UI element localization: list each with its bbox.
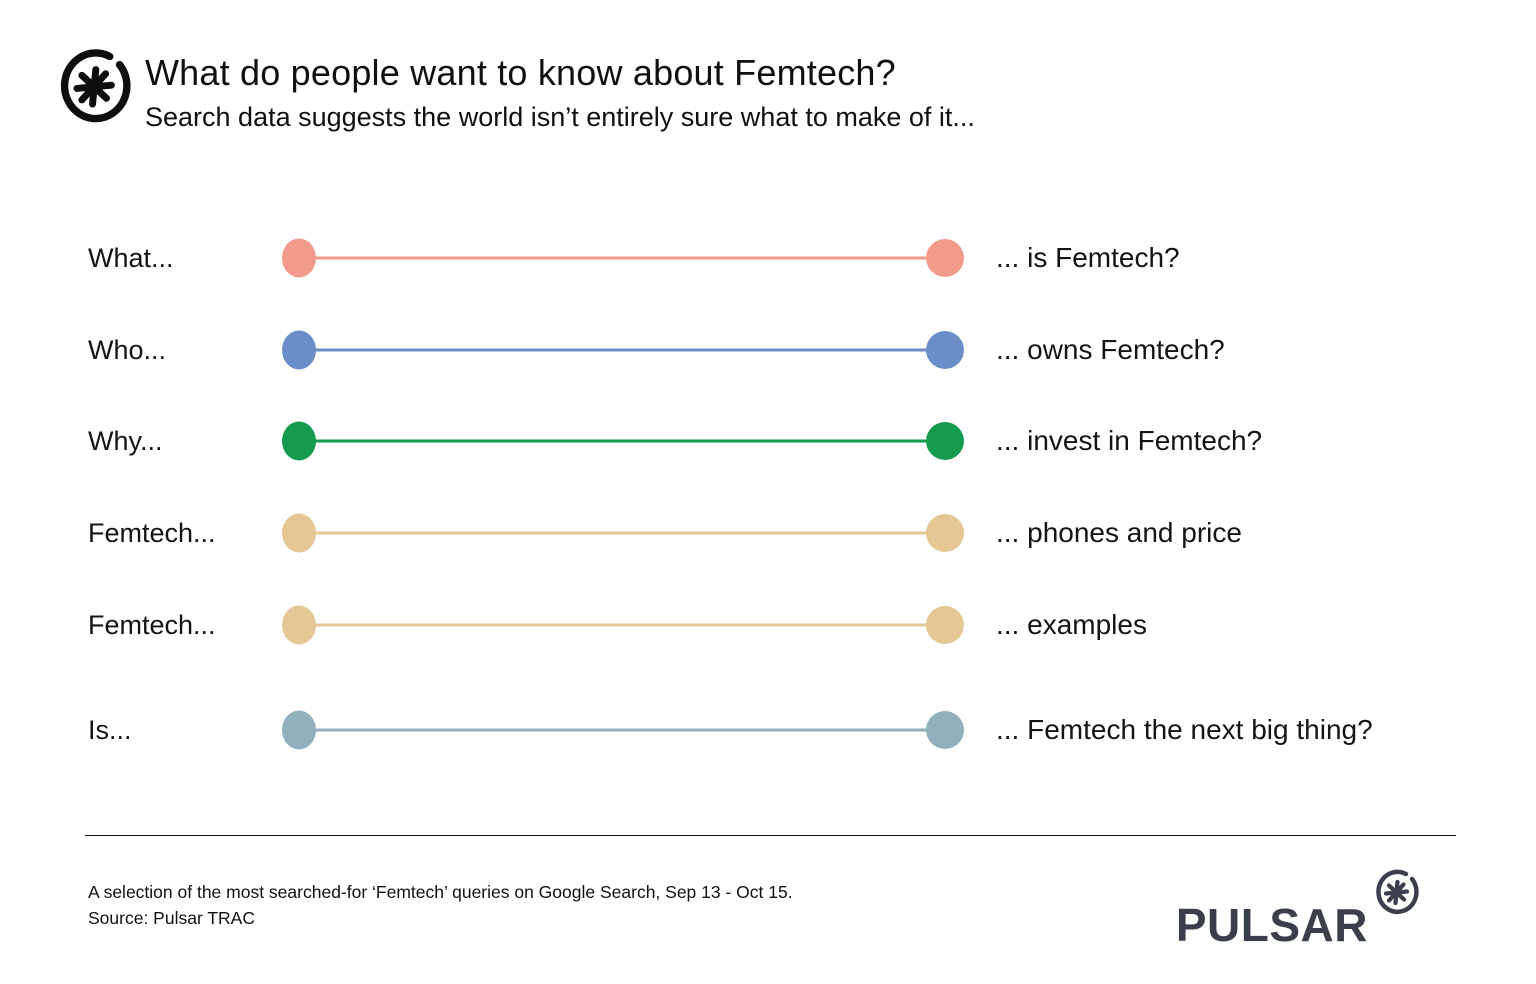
- dot-start: [282, 421, 316, 461]
- page-subtitle: Search data suggests the world isn’t ent…: [145, 102, 975, 132]
- dot-end: [926, 514, 964, 552]
- query-suffix-label: ... examples: [996, 609, 1147, 640]
- dot-end: [926, 331, 964, 369]
- pulsar-logo-asterisk-icon: [1372, 866, 1422, 918]
- connector-line: [299, 439, 946, 443]
- chart-footnote: A selection of the most searched-for ‘Fe…: [88, 879, 793, 931]
- query-prefix-label: Is...: [88, 714, 132, 745]
- pulsar-brand-logo: PULSAR: [1176, 866, 1422, 948]
- dumbbell: [282, 328, 964, 372]
- query-prefix-label: Femtech...: [88, 609, 216, 640]
- query-prefix-label: Who...: [88, 334, 167, 365]
- dot-end: [926, 606, 964, 644]
- footer-divider: [85, 835, 1456, 836]
- dot-end: [926, 422, 964, 460]
- query-prefix-label: What...: [88, 242, 174, 273]
- query-row: Femtech... ... examples: [88, 603, 1536, 647]
- connector-line: [299, 623, 946, 627]
- query-prefix-label: Femtech...: [88, 517, 216, 548]
- page-title: What do people want to know about Femtec…: [145, 52, 896, 93]
- connector-line: [299, 531, 946, 535]
- dot-start: [282, 605, 316, 645]
- query-suffix-label: ... phones and price: [996, 517, 1242, 548]
- dot-start: [282, 238, 316, 278]
- dumbbell: [282, 236, 964, 280]
- query-suffix-label: ... owns Femtech?: [996, 334, 1225, 365]
- connector-line: [299, 728, 946, 732]
- query-row: Why... ... invest in Femtech?: [88, 419, 1536, 463]
- query-suffix-label: ... invest in Femtech?: [996, 425, 1263, 456]
- query-row: Femtech... ... phones and price: [88, 511, 1536, 555]
- query-row: What... ... is Femtech?: [88, 236, 1536, 280]
- footnote-source: Source: Pulsar TRAC: [88, 908, 255, 928]
- query-prefix-label: Why...: [88, 425, 163, 456]
- dumbbell: [282, 708, 964, 752]
- pulsar-asterisk-icon: [54, 44, 136, 128]
- dot-start: [282, 710, 316, 750]
- query-row: Who... ... owns Femtech?: [88, 328, 1536, 372]
- dot-end: [926, 239, 964, 277]
- dumbbell: [282, 603, 964, 647]
- dot-start: [282, 513, 316, 553]
- dumbbell: [282, 419, 964, 463]
- connector-line: [299, 348, 946, 352]
- connector-line: [299, 256, 946, 260]
- dot-end: [926, 711, 964, 749]
- footnote-line-1: A selection of the most searched-for ‘Fe…: [88, 882, 793, 902]
- query-suffix-label: ... is Femtech?: [996, 242, 1180, 273]
- query-suffix-label: ... Femtech the next big thing?: [996, 714, 1373, 745]
- pulsar-wordmark: PULSAR: [1175, 899, 1368, 951]
- dumbbell: [282, 511, 964, 555]
- dot-start: [282, 330, 316, 370]
- query-row: Is... ... Femtech the next big thing?: [88, 708, 1536, 752]
